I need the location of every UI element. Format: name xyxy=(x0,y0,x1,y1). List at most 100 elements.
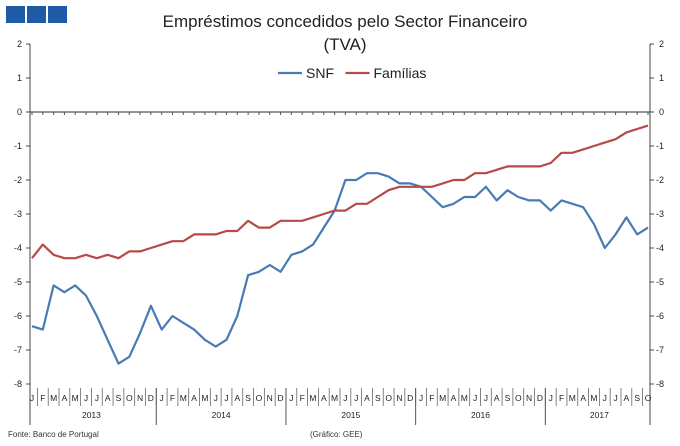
y-tick-label: 2 xyxy=(659,39,664,49)
month-label: S xyxy=(505,393,511,403)
y-tick-label: 1 xyxy=(17,73,22,83)
month-label: O xyxy=(515,393,522,403)
month-label: A xyxy=(494,393,500,403)
chart-title: Empréstimos concedidos pelo Sector Finan… xyxy=(163,12,528,31)
month-label: J xyxy=(484,393,488,403)
y-tick-label: 1 xyxy=(659,73,664,83)
month-label: A xyxy=(191,393,197,403)
logo-square xyxy=(48,6,67,23)
month-label: J xyxy=(354,393,358,403)
y-tick-label: -8 xyxy=(656,379,664,389)
source-note: Fonte: Banco de Portugal xyxy=(8,430,99,439)
logo-square xyxy=(27,6,46,23)
month-label: D xyxy=(148,393,154,403)
y-tick-label: -6 xyxy=(14,311,22,321)
y-tick-label: -4 xyxy=(14,243,22,253)
month-label: J xyxy=(289,393,293,403)
legend-label: Famílias xyxy=(374,65,427,81)
month-label: M xyxy=(461,393,468,403)
month-label: N xyxy=(137,393,143,403)
month-label: M xyxy=(72,393,79,403)
month-label: F xyxy=(40,393,45,403)
month-label: S xyxy=(634,393,640,403)
month-label: J xyxy=(473,393,477,403)
y-tick-label: -5 xyxy=(656,277,664,287)
month-label: A xyxy=(364,393,370,403)
month-label: F xyxy=(429,393,434,403)
y-tick-label: -2 xyxy=(14,175,22,185)
year-label: 2013 xyxy=(82,410,101,420)
logo xyxy=(6,6,67,23)
month-label: A xyxy=(624,393,630,403)
month-label: N xyxy=(526,393,532,403)
month-label: J xyxy=(160,393,164,403)
month-label: D xyxy=(277,393,283,403)
month-label: F xyxy=(559,393,564,403)
month-label: S xyxy=(116,393,122,403)
month-label: J xyxy=(549,393,553,403)
month-label: D xyxy=(537,393,543,403)
legend-label: SNF xyxy=(306,65,334,81)
month-label: M xyxy=(331,393,338,403)
month-label: A xyxy=(451,393,457,403)
month-label: M xyxy=(569,393,576,403)
year-label: 2015 xyxy=(341,410,360,420)
series-lines xyxy=(31,124,649,365)
month-label: M xyxy=(309,393,316,403)
month-label: M xyxy=(180,393,187,403)
month-label: A xyxy=(321,393,327,403)
logo-square xyxy=(6,6,25,23)
y-tick-label: -2 xyxy=(656,175,664,185)
month-label: M xyxy=(590,393,597,403)
y-tick-label: -1 xyxy=(656,141,664,151)
month-label: S xyxy=(245,393,251,403)
month-label: A xyxy=(105,393,111,403)
month-label: J xyxy=(84,393,88,403)
series-line-snf xyxy=(31,172,649,365)
series-line-famílias xyxy=(31,124,649,260)
month-label: J xyxy=(343,393,347,403)
year-label: 2014 xyxy=(212,410,231,420)
month-label: M xyxy=(201,393,208,403)
month-label: J xyxy=(30,393,34,403)
y-tick-label: -4 xyxy=(656,243,664,253)
y-tick-label: 0 xyxy=(17,107,22,117)
month-label: F xyxy=(300,393,305,403)
month-label: N xyxy=(267,393,273,403)
month-label: J xyxy=(603,393,607,403)
month-label: O xyxy=(126,393,133,403)
y-tick-label: -8 xyxy=(14,379,22,389)
axes: 2 21 10 0-1 -1-2 -2-3 -3-4 -4-5 -5-6 -6-7 -7-8 -8J F… xyxy=(14,39,664,425)
y-tick-label: -3 xyxy=(656,209,664,219)
credit-note: (Gráfico: GEE) xyxy=(310,430,363,439)
year-label: 2016 xyxy=(471,410,490,420)
month-label: O xyxy=(256,393,263,403)
month-label: D xyxy=(407,393,413,403)
month-label: M xyxy=(439,393,446,403)
chart-subtitle: (TVA) xyxy=(323,35,366,54)
month-label: A xyxy=(234,393,240,403)
month-label: O xyxy=(385,393,392,403)
month-label: M xyxy=(50,393,57,403)
month-label: F xyxy=(170,393,175,403)
y-tick-label: 2 xyxy=(17,39,22,49)
year-label: 2017 xyxy=(590,410,609,420)
month-label: O xyxy=(645,393,652,403)
month-label: J xyxy=(214,393,218,403)
y-tick-label: -7 xyxy=(656,345,664,355)
month-label: A xyxy=(580,393,586,403)
y-tick-label: 0 xyxy=(659,107,664,117)
y-tick-label: -5 xyxy=(14,277,22,287)
month-label: J xyxy=(419,393,423,403)
month-label: S xyxy=(375,393,381,403)
month-label: N xyxy=(396,393,402,403)
y-tick-label: -1 xyxy=(14,141,22,151)
month-label: J xyxy=(613,393,617,403)
month-label: J xyxy=(224,393,228,403)
month-label: J xyxy=(95,393,99,403)
y-tick-label: -3 xyxy=(14,209,22,219)
y-tick-label: -6 xyxy=(656,311,664,321)
legend: SNF Famílias xyxy=(278,65,426,81)
